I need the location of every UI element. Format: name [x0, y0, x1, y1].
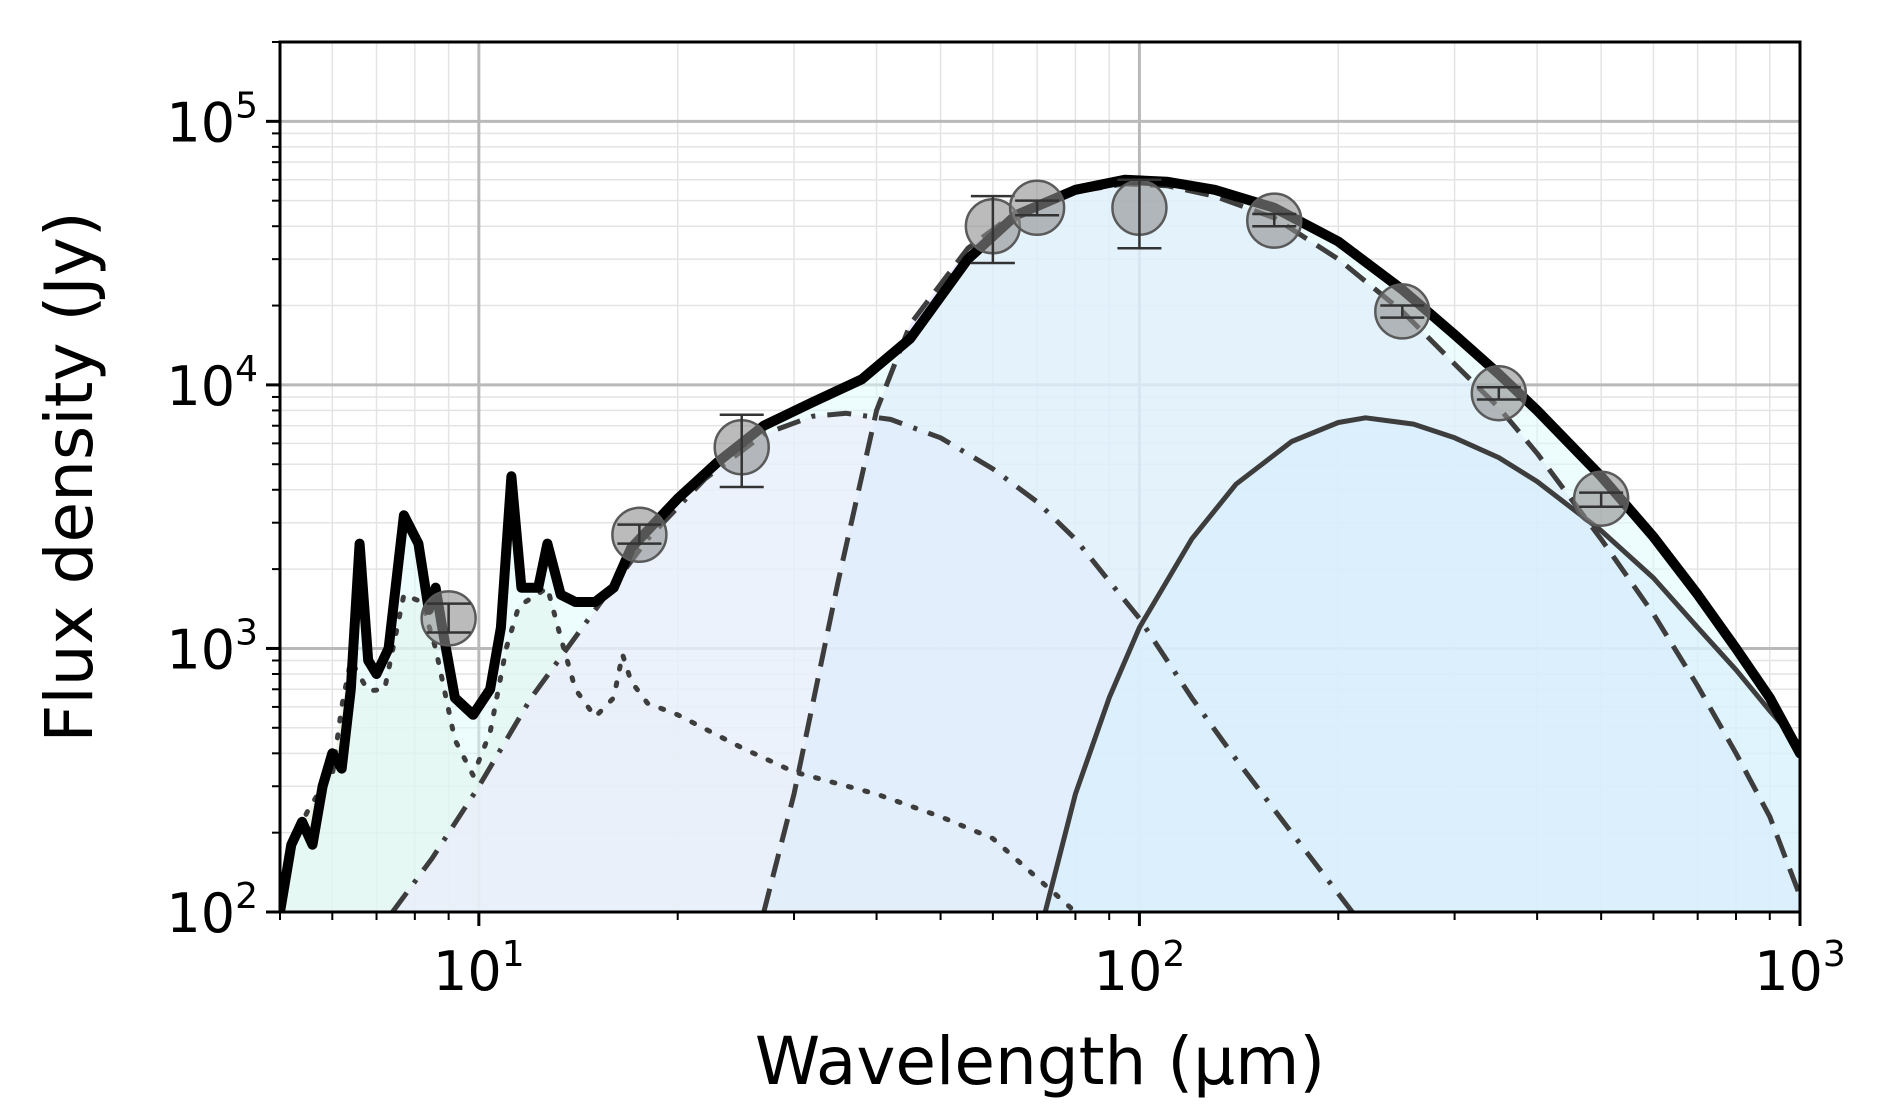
- y-tick-label: 104: [166, 349, 258, 418]
- tick-labels: 101 102 103 102 103 104 105: [166, 85, 1845, 1003]
- x-tick-label: 103: [1754, 934, 1846, 1003]
- x-tick-label: 102: [1094, 934, 1186, 1003]
- observation-points: [420, 178, 1630, 647]
- x-tick-label: 101: [433, 934, 525, 1003]
- component-line-dotted: [280, 585, 1078, 912]
- x-axis-title: Wavelength (μm): [755, 1023, 1325, 1100]
- component-fills: [280, 179, 1800, 912]
- y-tick-label: 102: [166, 876, 258, 945]
- component-line-solid-thin: [1042, 415, 1800, 912]
- y-tick-label: 105: [166, 85, 258, 154]
- plot-frame: [278, 40, 1802, 914]
- component-line-dashdot: [390, 410, 1355, 912]
- y-axis-title: Flux density (Jy): [31, 211, 108, 742]
- y-tick-label: 103: [166, 612, 258, 681]
- axis-ticks: [266, 41, 1802, 926]
- component-fill-total: [280, 179, 1800, 912]
